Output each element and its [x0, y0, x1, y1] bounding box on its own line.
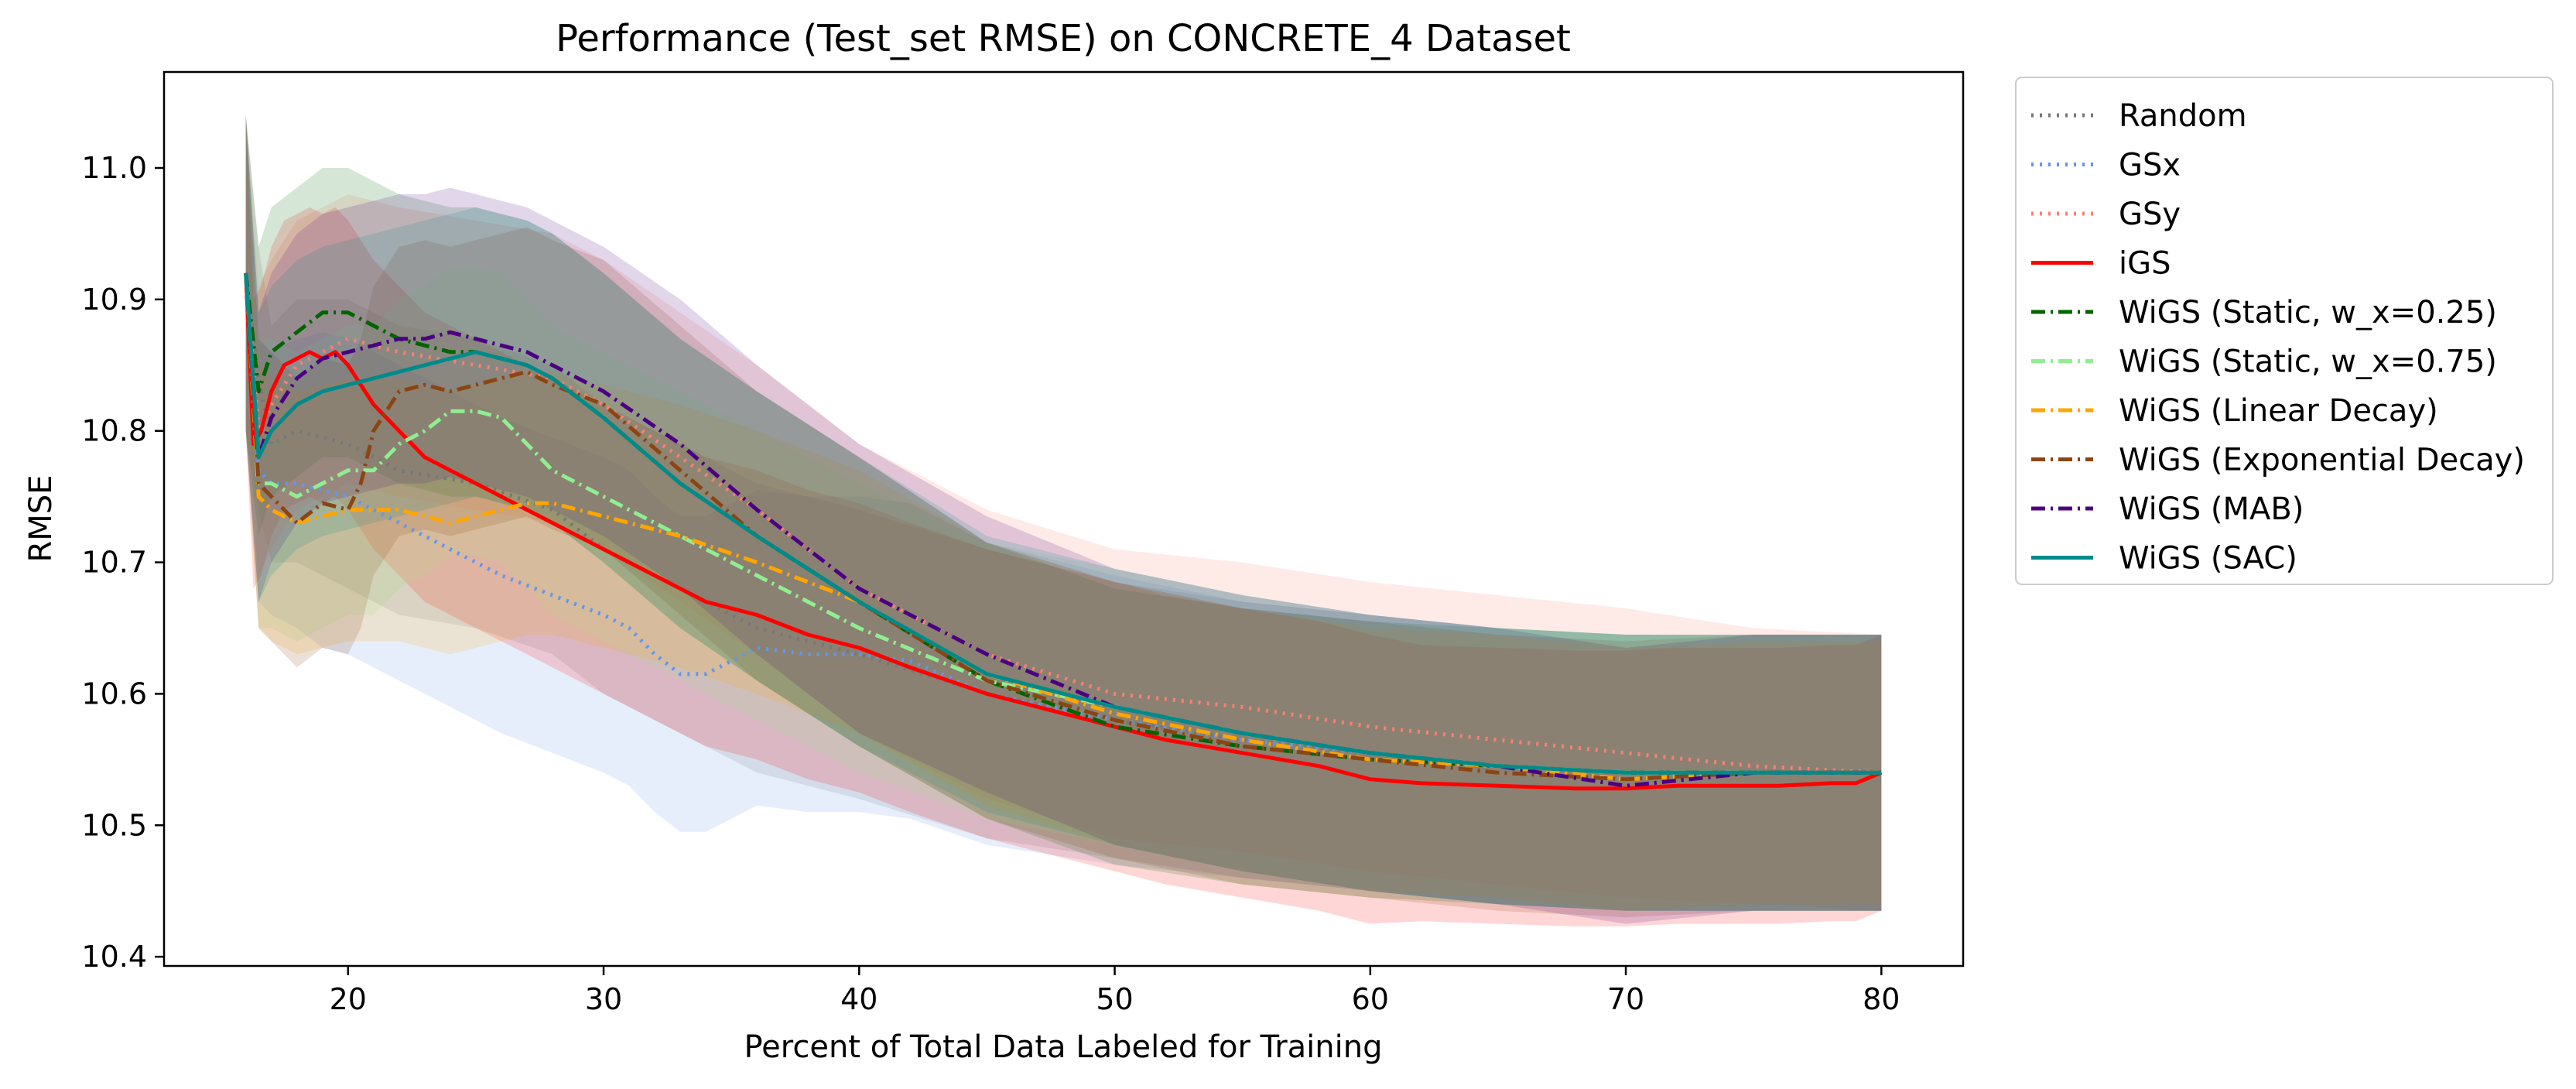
y-tick-label: 10.6: [81, 676, 147, 711]
legend-label-random: Random: [2119, 98, 2247, 134]
y-tick-label: 10.9: [81, 283, 147, 317]
x-axis-ticks: 20 30 40 50 60 70 80: [330, 966, 1900, 1016]
series-lines: [244, 272, 1883, 791]
legend-box: [2015, 77, 2554, 585]
band-random: [245, 115, 1882, 911]
legend-label-wigs-sac: WiGS (SAC): [2119, 541, 2297, 577]
confidence-bands: [245, 115, 1882, 927]
band-gsy: [245, 115, 1882, 911]
x-tick-label: 70: [1607, 982, 1644, 1016]
band-wigs-exponential-decay: [245, 115, 1882, 918]
series-line-wigs-exponential-decay: [244, 272, 1882, 782]
series-line-random: [244, 272, 1882, 775]
legend-label-igs: iGS: [2119, 246, 2171, 282]
legend-label-wigs-mab: WiGS (MAB): [2119, 491, 2304, 527]
band-wigs-mab: [245, 115, 1882, 924]
x-tick-label: 30: [585, 982, 622, 1016]
x-tick-label: 20: [330, 982, 367, 1016]
x-axis-label: Percent of Total Data Labeled for Traini…: [744, 1029, 1382, 1065]
legend-label-gsy: GSy: [2119, 197, 2181, 232]
band-wigs-linear-decay: [245, 115, 1882, 911]
series-line-wigs-sac: [244, 272, 1882, 775]
band-wigs-static-w-x-0-75: [245, 115, 1882, 911]
x-tick-label: 50: [1096, 982, 1133, 1016]
legend-label-wigs-linear-decay: WiGS (Linear Decay): [2119, 393, 2438, 429]
y-tick-label: 10.8: [81, 414, 147, 448]
y-tick-label: 11.0: [81, 151, 147, 185]
legend-label-wigs-static-w-x-0-75: WiGS (Static, w_x=0.75): [2119, 344, 2497, 380]
x-tick-label: 80: [1863, 982, 1900, 1016]
series-line-igs: [244, 272, 1883, 791]
chart-title: Performance (Test_set RMSE) on CONCRETE_…: [556, 17, 1571, 60]
legend-label-gsx: GSx: [2119, 148, 2181, 183]
x-tick-label: 60: [1352, 982, 1389, 1016]
chart-legend: Random GSx GSy iGS WiGS (Static, w_x=0.25) Wi…: [2015, 77, 2554, 585]
plot-frame: [162, 70, 1965, 967]
y-tick-label: 10.4: [81, 940, 147, 974]
y-axis-label: RMSE: [23, 475, 59, 563]
legend-label-wigs-static-w-x-0-25: WiGS (Static, w_x=0.25): [2119, 295, 2497, 330]
band-wigs-sac: [245, 115, 1882, 911]
band-wigs-static-w-x-0-25: [245, 115, 1882, 911]
band-gsx: [245, 115, 1882, 911]
series-line-gsx: [244, 272, 1882, 775]
band-igs: [245, 115, 1882, 927]
y-tick-label: 10.7: [81, 546, 147, 580]
y-tick-label: 10.5: [81, 808, 147, 842]
y-axis-ticks: 10.4 10.5 10.6 10.7 10.8 10.9 11.0: [81, 151, 164, 974]
legend-label-wigs-exponential-decay: WiGS (Exponential Decay): [2119, 443, 2525, 478]
x-tick-label: 40: [840, 982, 877, 1016]
